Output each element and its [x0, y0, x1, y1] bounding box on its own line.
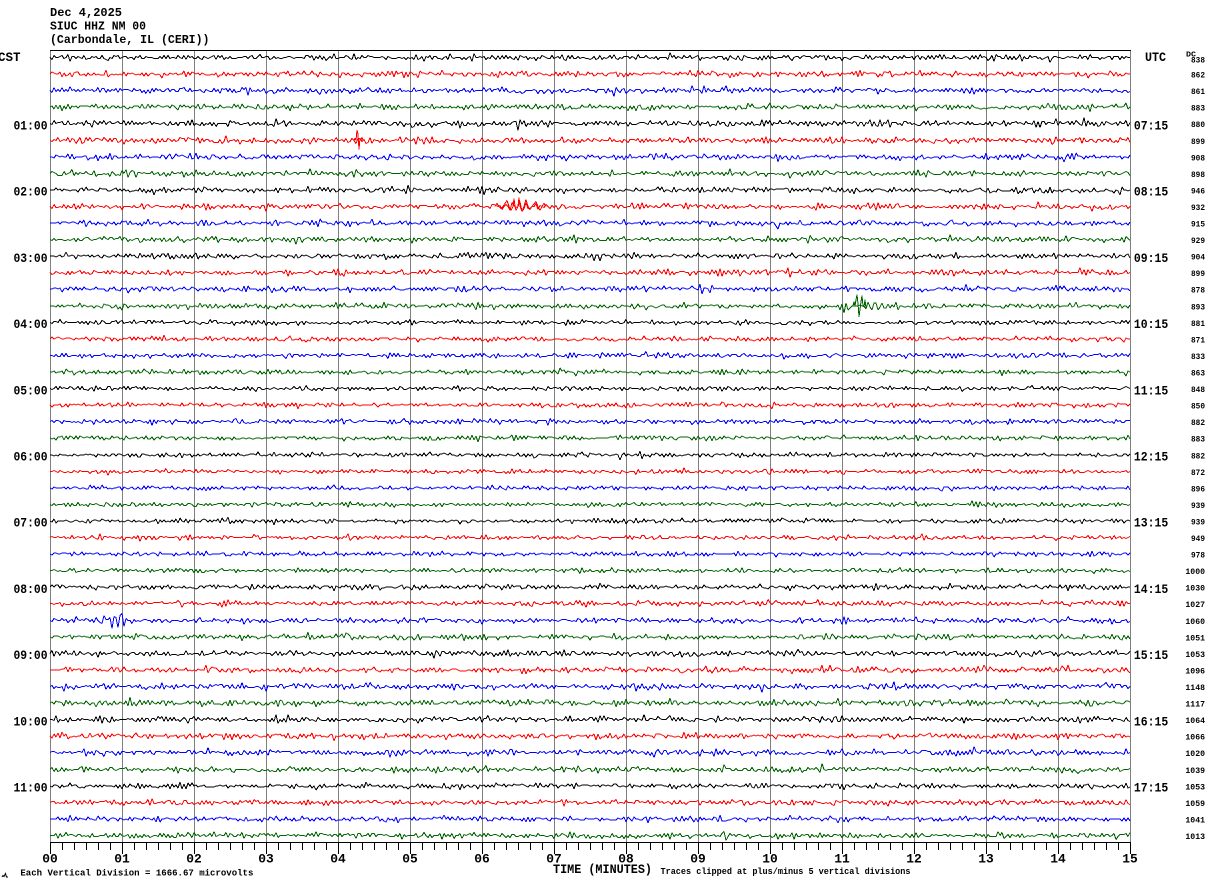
svg-text:02: 02	[186, 852, 202, 867]
svg-text:1148: 1148	[1185, 684, 1205, 693]
svg-text:899: 899	[1191, 138, 1205, 147]
svg-text:Each Vertical Division = 1666.: Each Vertical Division = 1666.67 microvo…	[20, 868, 253, 879]
svg-text:1060: 1060	[1185, 618, 1205, 627]
svg-text:863: 863	[1191, 370, 1205, 379]
svg-text:09: 09	[690, 852, 706, 867]
svg-text:893: 893	[1191, 303, 1205, 312]
svg-text:DC: DC	[1186, 52, 1196, 60]
svg-text:08:00: 08:00	[14, 582, 48, 597]
svg-text:850: 850	[1191, 403, 1205, 412]
svg-text:Traces clipped at plus/minus 5: Traces clipped at plus/minus 5 vertical …	[661, 867, 911, 877]
svg-text:878: 878	[1191, 287, 1205, 296]
svg-text:949: 949	[1191, 535, 1205, 544]
svg-text:1064: 1064	[1185, 717, 1205, 726]
svg-text:838: 838	[1191, 57, 1205, 66]
svg-text:10:15: 10:15	[1134, 317, 1168, 332]
svg-text:1000: 1000	[1185, 568, 1205, 577]
svg-text:12: 12	[906, 852, 922, 867]
svg-text:15: 15	[1122, 852, 1138, 867]
svg-text:11: 11	[834, 852, 850, 867]
svg-text:15:15: 15:15	[1134, 648, 1168, 663]
svg-text:(Carbondale, IL (CERI)): (Carbondale, IL (CERI))	[50, 33, 210, 47]
svg-text:848: 848	[1191, 386, 1205, 395]
svg-text:939: 939	[1191, 502, 1205, 511]
svg-text:946: 946	[1191, 187, 1205, 196]
svg-text:1059: 1059	[1185, 800, 1205, 809]
svg-text:882: 882	[1191, 419, 1205, 428]
svg-text:02:00: 02:00	[14, 185, 48, 200]
svg-text:Dec 4,2025: Dec 4,2025	[50, 6, 122, 20]
svg-text:CST: CST	[0, 50, 21, 65]
svg-text:1030: 1030	[1185, 585, 1205, 594]
svg-text:05:00: 05:00	[14, 383, 48, 398]
svg-text:872: 872	[1191, 469, 1205, 478]
svg-text:929: 929	[1191, 237, 1205, 246]
svg-text:08:15: 08:15	[1134, 185, 1168, 200]
svg-text:882: 882	[1191, 452, 1205, 461]
svg-text:871: 871	[1191, 336, 1205, 345]
svg-text:UTC: UTC	[1145, 50, 1166, 65]
svg-text:07:00: 07:00	[14, 516, 48, 531]
svg-text:899: 899	[1191, 270, 1205, 279]
svg-text:908: 908	[1191, 154, 1205, 163]
svg-text:896: 896	[1191, 485, 1205, 494]
svg-text:01:00: 01:00	[14, 118, 48, 133]
svg-text:1053: 1053	[1185, 651, 1205, 660]
svg-text:TIME (MINUTES): TIME (MINUTES)	[553, 863, 652, 877]
svg-text:09:15: 09:15	[1134, 251, 1168, 266]
svg-text:1013: 1013	[1185, 833, 1205, 842]
svg-text:861: 861	[1191, 88, 1205, 97]
svg-text:SIUC HHZ NM 00: SIUC HHZ NM 00	[50, 20, 146, 34]
svg-text:904: 904	[1191, 254, 1205, 263]
svg-text:915: 915	[1191, 221, 1205, 230]
svg-text:05: 05	[402, 852, 418, 867]
svg-text:07:15: 07:15	[1134, 118, 1168, 133]
svg-text:03: 03	[258, 852, 274, 867]
svg-text:978: 978	[1191, 552, 1205, 561]
svg-text:1096: 1096	[1185, 668, 1205, 677]
svg-text:04: 04	[330, 852, 346, 867]
svg-text:881: 881	[1191, 320, 1205, 329]
svg-text:03:00: 03:00	[14, 251, 48, 266]
svg-text:1020: 1020	[1185, 750, 1205, 759]
svg-text:01: 01	[114, 852, 130, 867]
svg-text:883: 883	[1191, 105, 1205, 114]
svg-text:11:00: 11:00	[14, 781, 48, 796]
svg-text:898: 898	[1191, 171, 1205, 180]
svg-text:11:15: 11:15	[1134, 383, 1168, 398]
svg-text:939: 939	[1191, 519, 1205, 528]
svg-text:883: 883	[1191, 436, 1205, 445]
svg-text:14:15: 14:15	[1134, 582, 1168, 597]
svg-text:13:15: 13:15	[1134, 516, 1168, 531]
svg-text:1027: 1027	[1185, 601, 1205, 610]
svg-text:862: 862	[1191, 72, 1205, 81]
svg-text:932: 932	[1191, 204, 1205, 213]
svg-text:17:15: 17:15	[1134, 781, 1168, 796]
svg-text:1039: 1039	[1185, 767, 1205, 776]
svg-text:833: 833	[1191, 353, 1205, 362]
svg-text:14: 14	[1050, 852, 1066, 867]
svg-text:06:00: 06:00	[14, 450, 48, 465]
svg-text:06: 06	[474, 852, 490, 867]
svg-text:10: 10	[762, 852, 778, 867]
svg-text:1051: 1051	[1185, 634, 1205, 643]
svg-text:07: 07	[546, 852, 562, 867]
svg-text:880: 880	[1191, 121, 1205, 130]
svg-text:1117: 1117	[1185, 701, 1205, 710]
svg-text:10:00: 10:00	[14, 714, 48, 729]
svg-text:12:15: 12:15	[1134, 450, 1168, 465]
svg-text:13: 13	[978, 852, 994, 867]
svg-text:09:00: 09:00	[14, 648, 48, 663]
svg-text:08: 08	[618, 852, 634, 867]
svg-text:1053: 1053	[1185, 783, 1205, 792]
svg-text:00: 00	[42, 852, 58, 867]
svg-text:1041: 1041	[1185, 816, 1205, 825]
svg-text:16:15: 16:15	[1134, 714, 1168, 729]
svg-text:04:00: 04:00	[14, 317, 48, 332]
svg-text:1066: 1066	[1185, 734, 1205, 743]
